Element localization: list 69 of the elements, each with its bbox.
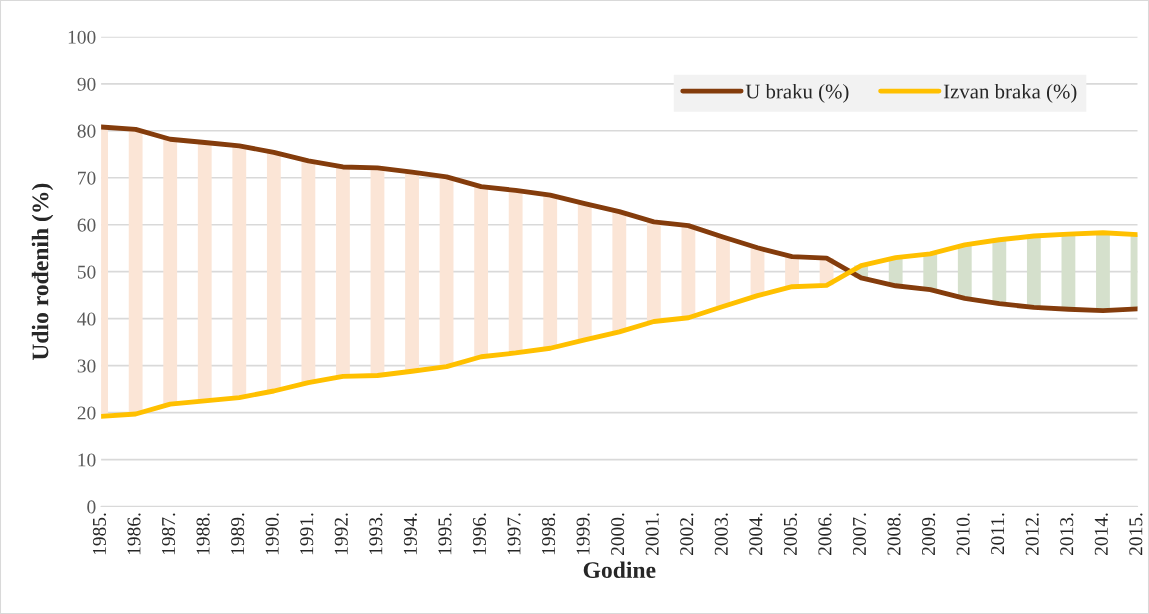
x-tick-label: 1992. <box>334 513 348 555</box>
bar <box>1026 236 1041 308</box>
x-tick-label: 2014. <box>1094 513 1108 555</box>
y-tick-label: 30 <box>77 359 96 373</box>
x-tick-label: 1989. <box>231 513 245 555</box>
y-tick-label: 90 <box>77 77 96 91</box>
legend-label: Izvan braka (%) <box>943 83 1077 103</box>
x-tick-label: 1987. <box>161 513 176 555</box>
y-tick-label: 80 <box>77 124 96 138</box>
bar <box>508 190 523 353</box>
bar <box>716 236 730 307</box>
x-tick-label: 1986. <box>127 513 141 555</box>
y-tick-label: 0 <box>87 500 96 514</box>
y-tick-label: 50 <box>77 265 96 279</box>
bar <box>577 203 592 340</box>
bar <box>646 221 661 322</box>
x-tick-label: 1996. <box>472 513 487 555</box>
x-tick-label: 2003. <box>714 513 728 555</box>
x-tick-label: 1990. <box>265 513 279 555</box>
y-tick-label: 40 <box>77 312 96 326</box>
x-tick-label: 2000. <box>611 513 625 555</box>
x-tick-label: 2015. <box>1129 513 1143 555</box>
x-tick-label: 1997. <box>507 513 521 555</box>
bar <box>474 186 489 357</box>
bar <box>405 172 419 372</box>
y-tick-label: 70 <box>78 171 96 185</box>
x-tick-label: 2006. <box>818 513 832 555</box>
x-tick-label: 1993. <box>369 513 383 555</box>
x-tick-label: 2008. <box>887 513 901 555</box>
bar <box>197 142 212 401</box>
x-tick-label: 2010. <box>956 513 970 555</box>
bar <box>1096 232 1110 311</box>
bar <box>681 225 696 318</box>
bar <box>439 176 454 367</box>
x-tick-label: 2007. <box>852 513 867 555</box>
bar <box>301 160 316 383</box>
x-tick-label: 1994. <box>403 513 417 555</box>
y-axis-title: Udio rođenih (%) <box>31 183 54 361</box>
x-tick-label: 2002. <box>680 513 694 555</box>
x-tick-label: 1988. <box>196 513 210 555</box>
bar <box>266 152 281 391</box>
y-tick-label: 60 <box>77 218 96 232</box>
x-tick-label: 2013. <box>1060 513 1074 555</box>
x-tick-label: 2005. <box>783 513 797 555</box>
y-tick-label: 10 <box>78 453 96 467</box>
line-series <box>101 230 1138 419</box>
bar <box>612 211 627 332</box>
x-axis-title: Godine <box>583 561 656 579</box>
bar <box>232 145 247 398</box>
x-tick-label: 1998. <box>541 513 556 555</box>
bar <box>128 129 143 415</box>
bar <box>543 195 558 349</box>
x-tick-label: 2012. <box>1025 513 1039 555</box>
bar <box>370 167 385 376</box>
x-tick-label: 2001. <box>645 513 659 555</box>
y-tick-label: 20 <box>77 406 96 420</box>
x-tick-label: 1995. <box>438 513 452 555</box>
line-series <box>101 124 1138 314</box>
x-tick-label: 2009. <box>921 513 936 555</box>
x-tick-label: 1991. <box>300 513 314 555</box>
x-tick-label: 1999. <box>576 513 590 555</box>
x-tick-label: 1985. <box>92 513 107 555</box>
x-tick-label: 2011. <box>991 513 1005 555</box>
bar <box>992 239 1007 304</box>
bar <box>336 166 350 377</box>
bar <box>163 139 178 405</box>
y-tick-label: 100 <box>68 30 96 44</box>
legend-label: U braku (%) <box>745 83 849 103</box>
x-tick-label: 2004. <box>749 513 763 555</box>
